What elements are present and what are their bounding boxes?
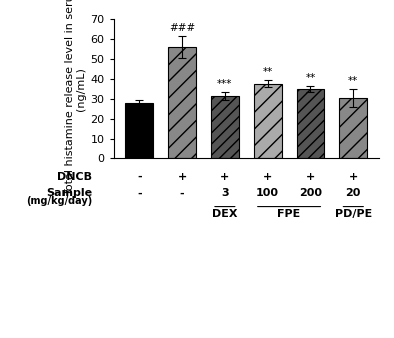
Text: (mg/kg/day): (mg/kg/day): [26, 196, 92, 206]
Text: 100: 100: [256, 188, 279, 198]
Text: -: -: [137, 172, 141, 182]
Text: ###: ###: [169, 23, 195, 33]
Text: ***: ***: [217, 79, 232, 89]
Bar: [339, 98, 367, 159]
Text: DEX: DEX: [212, 209, 238, 219]
Text: +: +: [306, 172, 315, 182]
Text: FPE: FPE: [277, 209, 301, 219]
Text: +: +: [177, 172, 187, 182]
Text: -: -: [180, 188, 184, 198]
Text: +: +: [349, 172, 358, 182]
Bar: [254, 84, 282, 159]
Text: **: **: [348, 76, 359, 86]
Text: Sample: Sample: [46, 188, 92, 198]
Bar: [297, 89, 324, 159]
Text: PD/PE: PD/PE: [335, 209, 372, 219]
Text: **: **: [262, 67, 273, 77]
Text: 3: 3: [221, 188, 229, 198]
Text: -: -: [137, 188, 141, 198]
Bar: [211, 96, 239, 159]
Text: 200: 200: [299, 188, 322, 198]
Text: 20: 20: [346, 188, 361, 198]
Text: +: +: [220, 172, 229, 182]
Text: **: **: [305, 73, 316, 83]
Bar: [168, 47, 196, 159]
Bar: [125, 103, 153, 159]
Text: +: +: [263, 172, 272, 182]
Text: DNCB: DNCB: [57, 172, 92, 182]
Y-axis label: Total histamine release level in serum
(ng/mL): Total histamine release level in serum (…: [65, 0, 86, 195]
